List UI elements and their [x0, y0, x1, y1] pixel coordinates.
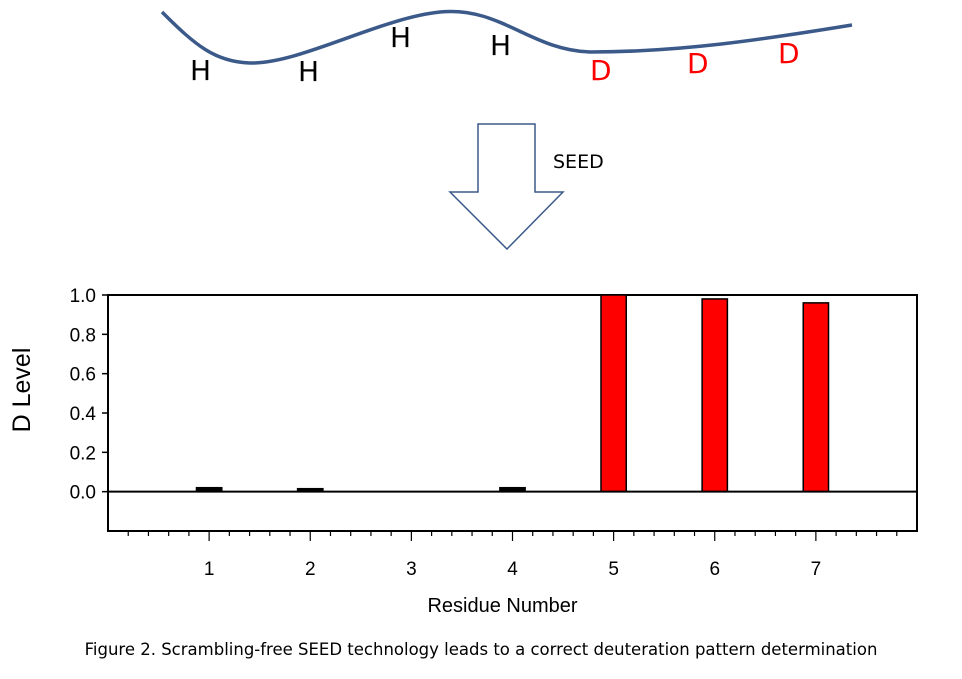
- bar-chart: 0.0 0.2 0.4 0.6 0.8 1.0 1 2 3 4 5 6 7 Residue Number D…: [8, 286, 918, 617]
- x-axis-label: Residue Number: [427, 595, 577, 617]
- plot-frame: [107, 294, 918, 532]
- y-axis-label: D Level: [8, 348, 36, 433]
- bar-residue-1: [195, 486, 223, 492]
- x-tick-label: 7: [811, 559, 822, 580]
- bar-residue-6: [701, 298, 729, 493]
- bar-residue-4: [499, 486, 526, 492]
- residue-label-D: D: [687, 47, 709, 80]
- bar-residue-7: [802, 302, 830, 493]
- x-tick-label: 2: [305, 559, 316, 580]
- residue-label-H: H: [390, 21, 411, 54]
- residue-label-D: D: [590, 54, 612, 87]
- residue-label-H: H: [298, 55, 319, 88]
- x-tick-label: 5: [608, 559, 619, 580]
- residue-labels: H H H H D D D: [190, 21, 800, 88]
- x-tick-label: 1: [204, 559, 215, 580]
- y-tick-label: 0.2: [70, 443, 96, 464]
- y-tick-label: 0.8: [70, 325, 96, 346]
- residue-label-H: H: [490, 29, 511, 62]
- y-tick-label: 0.0: [70, 483, 96, 504]
- y-tick-label: 1.0: [70, 286, 96, 307]
- x-tick-label: 4: [507, 559, 518, 580]
- x-tick-label: 3: [406, 559, 417, 580]
- arrow-label: SEED: [553, 151, 604, 173]
- bar-residue-5: [600, 294, 628, 493]
- y-tick-label: 0.4: [70, 404, 97, 425]
- down-arrow-icon: [448, 123, 565, 251]
- residue-label-H: H: [190, 54, 211, 87]
- x-tick-label: 6: [709, 559, 720, 580]
- figure-caption: Figure 2. Scrambling-free SEED technolog…: [84, 640, 878, 659]
- residue-label-D: D: [778, 37, 800, 70]
- y-tick-label: 0.6: [70, 365, 96, 386]
- peptide-backbone-curve: [160, 9, 853, 65]
